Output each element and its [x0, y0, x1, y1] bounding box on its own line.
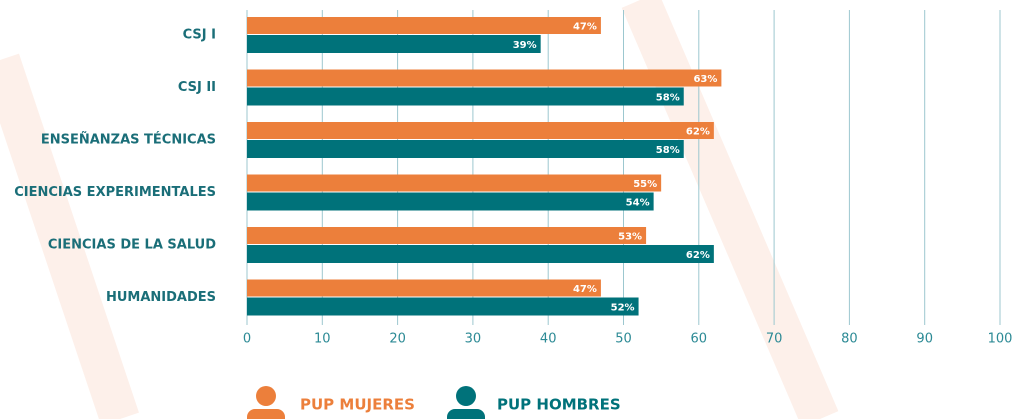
bar — [247, 174, 662, 192]
x-tick-label: 20 — [389, 332, 406, 347]
y-tick-label: CSJ I — [183, 28, 216, 43]
bar — [247, 227, 647, 244]
value-label: 52% — [611, 303, 635, 314]
bar — [247, 35, 541, 53]
y-tick-label: HUMANIDADES — [106, 290, 216, 305]
value-label: 58% — [656, 93, 680, 104]
value-label: 39% — [513, 40, 537, 51]
legend: PUP MUJERES PUP HOMBRES — [247, 386, 621, 419]
bar — [247, 87, 684, 106]
x-tick-label: 60 — [691, 332, 708, 347]
legend-icon — [247, 409, 285, 419]
x-tick-label: 100 — [988, 332, 1012, 347]
value-label: 55% — [633, 179, 657, 190]
y-tick-label: CIENCIAS EXPERIMENTALES — [14, 185, 216, 200]
value-label: 47% — [573, 22, 597, 33]
value-label: 58% — [656, 145, 680, 156]
legend-icon — [456, 386, 476, 406]
value-label: 63% — [693, 74, 717, 85]
x-tick-label: 0 — [243, 332, 251, 347]
bar — [247, 140, 684, 158]
value-label: 54% — [626, 198, 650, 209]
x-tick-label: 30 — [465, 332, 482, 347]
legend-label: PUP MUJERES — [300, 396, 415, 414]
value-label: 62% — [686, 250, 710, 261]
y-tick-label: ENSEÑANZAS TÉCNICAS — [41, 132, 216, 148]
value-label: 47% — [573, 284, 597, 295]
bar — [247, 122, 714, 139]
y-tick-label: CIENCIAS DE LA SALUD — [48, 238, 216, 253]
x-tick-label: 90 — [916, 332, 933, 347]
bar — [247, 69, 722, 87]
y-tick-label: CSJ II — [178, 80, 216, 95]
x-tick-label: 70 — [766, 332, 783, 347]
bar — [247, 17, 601, 34]
legend-icon — [447, 409, 485, 419]
bar — [247, 245, 714, 263]
x-tick-label: 50 — [615, 332, 632, 347]
x-tick-label: 10 — [314, 332, 331, 347]
value-label: 62% — [686, 127, 710, 138]
legend-icon — [256, 386, 276, 406]
x-tick-label: 80 — [841, 332, 858, 347]
bar — [247, 279, 601, 297]
legend-label: PUP HOMBRES — [497, 396, 621, 414]
bar — [247, 192, 654, 211]
bar — [247, 297, 639, 316]
value-label: 53% — [618, 232, 642, 243]
x-tick-label: 40 — [540, 332, 557, 347]
